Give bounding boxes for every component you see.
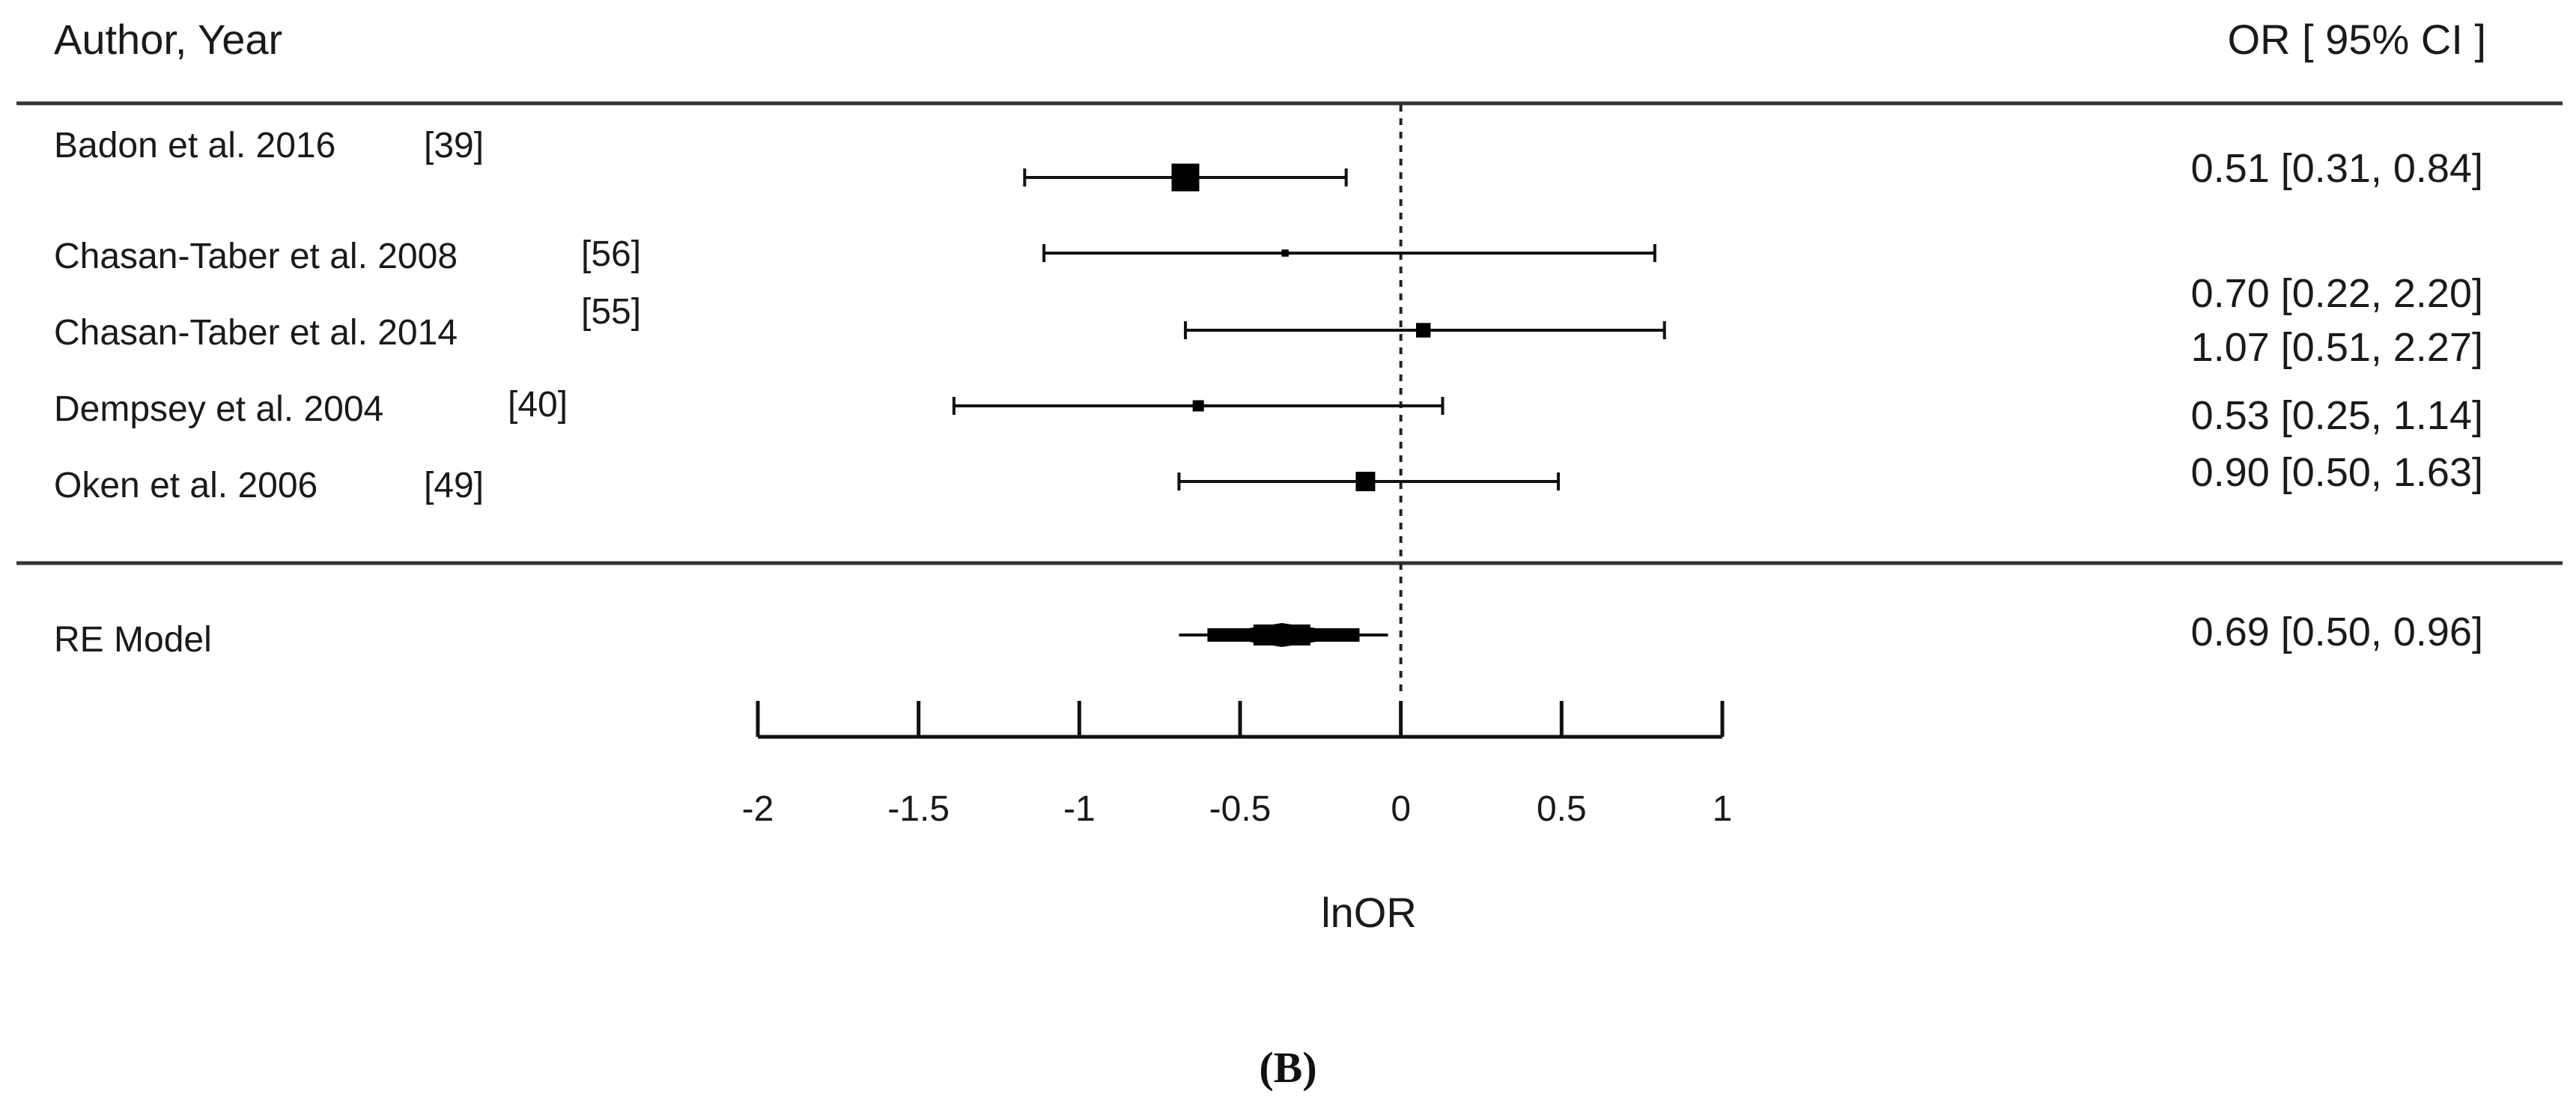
header-or-ci: OR [ 95% CI ] bbox=[2228, 16, 2486, 63]
study-or-ci: 0.53 [0.25, 1.14] bbox=[2191, 393, 2483, 438]
point-estimate-square bbox=[1192, 400, 1204, 412]
study-reference: [39] bbox=[424, 126, 484, 165]
summary-label: RE Model bbox=[54, 620, 212, 660]
study-label: Chasan-Taber et al. 2014 bbox=[54, 313, 458, 353]
study-label: Dempsey et al. 2004 bbox=[54, 389, 383, 429]
summary-row: RE Model 0.69 [0.50, 0.96] bbox=[54, 610, 2483, 660]
study-or-ci: 0.90 [0.50, 1.63] bbox=[2191, 450, 2483, 495]
x-axis-label: lnOR bbox=[1321, 889, 1417, 936]
x-tick-label: -2 bbox=[742, 789, 774, 829]
study-or-ci: 0.70 [0.22, 2.20] bbox=[2191, 271, 2483, 316]
panel-label: (B) bbox=[1259, 1043, 1316, 1092]
x-tick-label: -0.5 bbox=[1209, 789, 1272, 829]
study-reference: [55] bbox=[581, 292, 641, 332]
study-label: Oken et al. 2006 bbox=[54, 466, 318, 505]
x-tick-label: -1.5 bbox=[887, 789, 950, 829]
point-estimate-square bbox=[1355, 472, 1376, 491]
header-author-year: Author, Year bbox=[54, 16, 282, 63]
point-estimate-square bbox=[1416, 323, 1431, 338]
study-label: Chasan-Taber et al. 2008 bbox=[54, 237, 458, 276]
study-or-ci: 1.07 [0.51, 2.27] bbox=[2191, 325, 2483, 370]
point-estimate-square bbox=[1171, 163, 1200, 192]
point-estimate-square bbox=[1281, 249, 1289, 257]
x-axis: -2 -1.5 -1 -0.5 0 0.5 1 bbox=[742, 701, 1733, 829]
study-rows: Badon et al. 2016 [39] 0.51 [0.31, 0.84] Ch… bbox=[54, 126, 2483, 505]
study-or-ci: 0.51 [0.31, 0.84] bbox=[2191, 146, 2483, 191]
x-tick-label: 0.5 bbox=[1537, 789, 1587, 829]
summary-or-ci: 0.69 [0.50, 0.96] bbox=[2191, 610, 2483, 654]
x-tick-label: -1 bbox=[1063, 789, 1096, 829]
summary-estimate-box bbox=[1253, 625, 1310, 645]
study-reference: [40] bbox=[508, 385, 568, 425]
study-reference: [49] bbox=[424, 466, 484, 505]
study-reference: [56] bbox=[581, 234, 641, 274]
study-label: Badon et al. 2016 bbox=[54, 126, 335, 165]
x-tick-label: 1 bbox=[1713, 789, 1733, 829]
x-tick-label: 0 bbox=[1391, 789, 1411, 829]
